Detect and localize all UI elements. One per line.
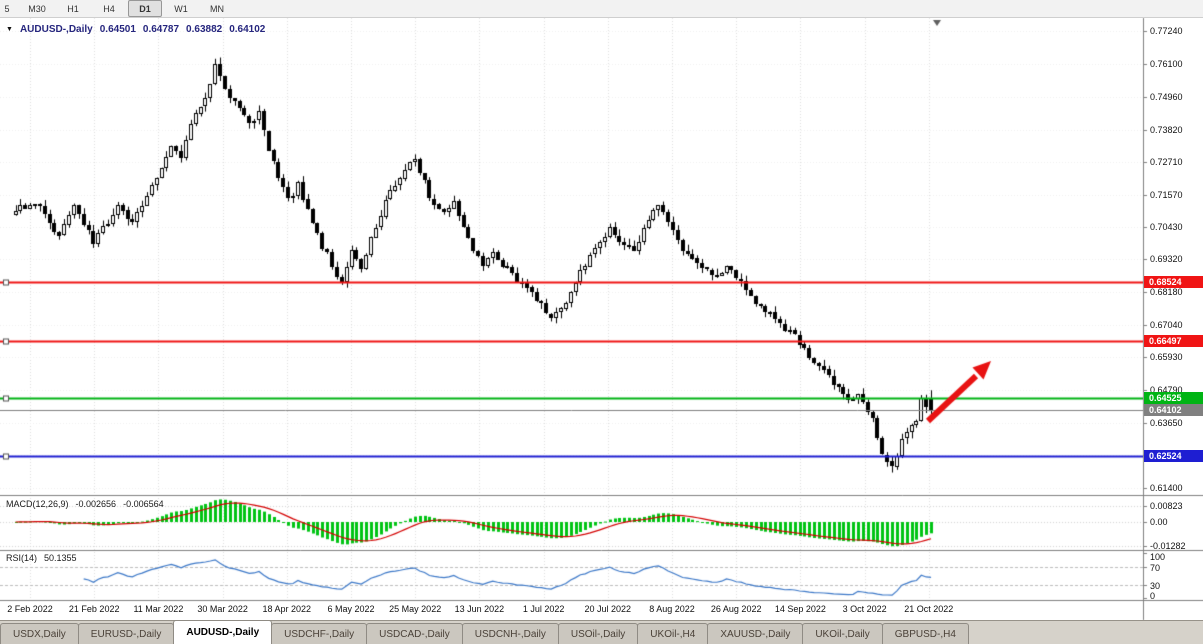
rsi-axis-label: 100 bbox=[1150, 552, 1166, 562]
price-axis-label: 0.72710 bbox=[1150, 156, 1183, 167]
timeframe-button-5[interactable]: 5 bbox=[0, 0, 18, 17]
macd-axis-label: 0.00 bbox=[1150, 517, 1168, 527]
price-axis-label: 0.76100 bbox=[1150, 58, 1183, 69]
price-tag-resistance-line: 0.68524 bbox=[1144, 276, 1203, 289]
macd-main-value: -0.002656 bbox=[75, 499, 117, 509]
timeframe-button-w1[interactable]: W1 bbox=[164, 0, 198, 17]
rsi-axis-label: 0 bbox=[1150, 591, 1156, 601]
macd-name: MACD(12,26,9) bbox=[6, 499, 69, 509]
date-axis-label: 20 Jul 2022 bbox=[584, 604, 632, 614]
symbol-dropdown-icon[interactable]: ▼ bbox=[6, 26, 13, 33]
price-tag-support-line: 0.64525 bbox=[1144, 391, 1203, 404]
tab-usdcad-daily[interactable]: USDCAD-,Daily bbox=[366, 623, 463, 644]
date-axis-label: 8 Aug 2022 bbox=[649, 604, 695, 614]
price-axis-label: 0.64790 bbox=[1150, 385, 1183, 396]
tab-audusd-daily[interactable]: AUDUSD-,Daily bbox=[173, 620, 273, 644]
price-tag-support-line: 0.62524 bbox=[1144, 449, 1203, 462]
tab-xauusd-daily[interactable]: XAUUSD-,Daily bbox=[707, 623, 804, 644]
tab-eurusd-daily[interactable]: EURUSD-,Daily bbox=[77, 623, 175, 644]
tab-ukoil-daily[interactable]: UKOil-,Daily bbox=[802, 623, 883, 644]
tab-usdx-daily[interactable]: USDX,Daily bbox=[0, 623, 79, 644]
price-axis-label: 0.69320 bbox=[1150, 254, 1183, 265]
date-axis-label: 26 Aug 2022 bbox=[710, 604, 762, 614]
date-axis-label: 13 Jun 2022 bbox=[454, 604, 505, 614]
macd-axis-label: -0.01282 bbox=[1150, 541, 1186, 552]
rsi-indicator-label: RSI(14) 50.1355 bbox=[6, 553, 77, 563]
date-axis-label: 3 Oct 2022 bbox=[842, 604, 887, 614]
price-axis-label: 0.68180 bbox=[1150, 287, 1183, 298]
price-axis-label: 0.65930 bbox=[1150, 352, 1183, 363]
symbol-tab-bar: USDX,Daily EURUSD-,Daily AUDUSD-,Daily USDC… bbox=[0, 620, 1203, 644]
ohlc-open: 0.64501 bbox=[99, 24, 136, 35]
chart-symbol-label: AUDUSD-,Daily bbox=[19, 24, 93, 35]
ohlc-low: 0.63882 bbox=[186, 24, 223, 35]
price-axis-label: 0.71570 bbox=[1150, 189, 1183, 200]
rsi-name: RSI(14) bbox=[6, 553, 38, 563]
price-tag-current-price-line: 0.64102 bbox=[1144, 404, 1203, 417]
rsi-value: 50.1355 bbox=[44, 553, 77, 563]
date-axis-label: 21 Feb 2022 bbox=[68, 604, 120, 614]
date-axis-label: 6 May 2022 bbox=[327, 604, 375, 614]
date-axis-label: 2 Feb 2022 bbox=[7, 604, 53, 614]
timeframe-button-mn[interactable]: MN bbox=[200, 0, 234, 17]
tab-usdcnh-daily[interactable]: USDCNH-,Daily bbox=[461, 623, 559, 644]
tab-usoil-daily[interactable]: USOil-,Daily bbox=[557, 623, 639, 644]
price-tag-resistance-line: 0.66497 bbox=[1144, 334, 1203, 347]
rsi-axis-label: 70 bbox=[1150, 562, 1161, 573]
timeframe-button-h4[interactable]: H4 bbox=[92, 0, 126, 17]
date-axis-label: 30 Mar 2022 bbox=[197, 604, 248, 614]
price-axis-label: 0.61400 bbox=[1150, 482, 1183, 493]
timeframe-toolbar: 5 M30 H1 H4 D1 W1 MN bbox=[0, 0, 1203, 18]
macd-signal-value: -0.006564 bbox=[123, 499, 164, 509]
date-axis-label: 11 Mar 2022 bbox=[133, 604, 184, 614]
date-axis-label: 25 May 2022 bbox=[389, 604, 442, 614]
timeframe-button-h1[interactable]: H1 bbox=[56, 0, 90, 17]
date-axis-label: 21 Oct 2022 bbox=[904, 604, 954, 614]
date-axis-label: 1 Jul 2022 bbox=[522, 604, 565, 614]
price-axis-label: 0.63650 bbox=[1150, 418, 1183, 429]
tab-ukoil-h4[interactable]: UKOil-,H4 bbox=[637, 623, 709, 644]
price-axis-label: 0.77240 bbox=[1150, 26, 1183, 36]
rsi-axis-label: 30 bbox=[1150, 580, 1161, 591]
tab-usdchf-daily[interactable]: USDCHF-,Daily bbox=[271, 623, 368, 644]
date-axis-label: 18 Apr 2022 bbox=[262, 604, 312, 614]
price-axis-label: 0.70430 bbox=[1150, 222, 1183, 233]
price-axis-label: 0.73820 bbox=[1150, 124, 1183, 135]
ohlc-high: 0.64787 bbox=[142, 24, 180, 35]
macd-axis-label: 0.00823 bbox=[1150, 501, 1183, 512]
price-axis-label: 0.74960 bbox=[1150, 91, 1183, 102]
tab-gbpusd-h4[interactable]: GBPUSD-,H4 bbox=[881, 623, 969, 644]
chart-title: ▼ AUDUSD-,Daily 0.64501 0.64787 0.63882 … bbox=[6, 24, 265, 35]
timeframe-button-m30[interactable]: M30 bbox=[20, 0, 54, 17]
price-axis-label: 0.67040 bbox=[1150, 320, 1183, 331]
timeframe-button-d1[interactable]: D1 bbox=[128, 0, 162, 17]
ohlc-close: 0.64102 bbox=[229, 24, 266, 35]
macd-indicator-label: MACD(12,26,9) -0.002656 -0.006564 bbox=[6, 499, 164, 509]
date-axis-label: 14 Sep 2022 bbox=[774, 604, 826, 614]
